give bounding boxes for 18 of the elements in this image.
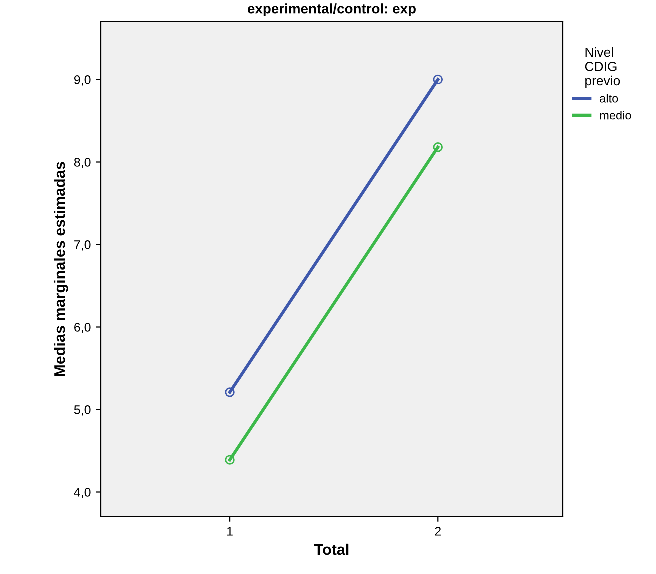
y-tick-label: 7,0: [74, 240, 91, 251]
x-tick-label: 1: [228, 527, 233, 536]
legend-label: medio: [600, 111, 632, 120]
legend-label: alto: [600, 94, 618, 103]
y-tick-label: 5,0: [74, 406, 91, 416]
y-axis-title: Medias marginales estimadas: [54, 162, 68, 376]
point: [225, 455, 235, 465]
y-tick-label: 8,0: [74, 158, 91, 168]
chart-title: experimental/control: exp: [248, 4, 416, 17]
point: [433, 74, 443, 85]
legend-title: Nivel CDIG previo: [585, 47, 620, 88]
y-tick-label: 4,0: [74, 488, 91, 498]
y-tick-label: 6,0: [74, 323, 91, 334]
x-tick-label: 2: [435, 527, 441, 536]
y-tick-label: 9,0: [74, 76, 91, 86]
point: [433, 142, 443, 152]
x-axis-title: Total: [314, 544, 349, 556]
point: [225, 388, 235, 398]
